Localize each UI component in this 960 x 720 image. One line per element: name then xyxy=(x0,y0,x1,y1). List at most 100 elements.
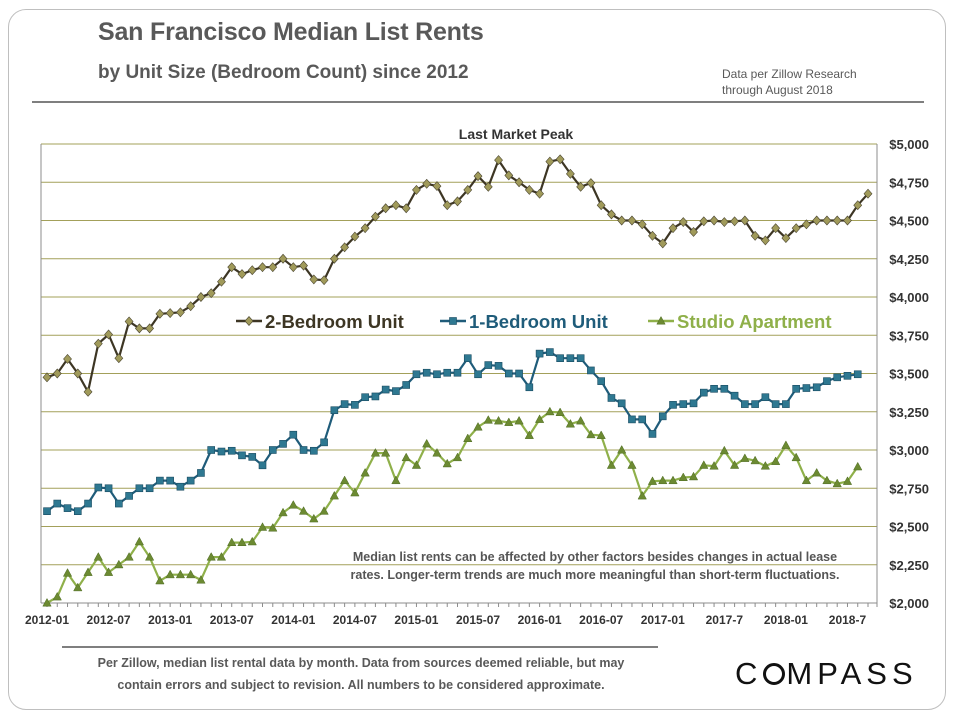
data-point xyxy=(463,433,473,442)
data-point xyxy=(802,384,811,392)
data-point xyxy=(689,227,698,237)
x-tick-label: 2014-07 xyxy=(333,613,377,627)
data-point xyxy=(339,475,350,485)
data-point xyxy=(587,366,595,375)
data-point xyxy=(627,215,637,226)
data-point xyxy=(217,447,226,456)
data-point xyxy=(740,215,750,226)
data-point xyxy=(648,430,657,438)
data-point xyxy=(699,388,708,397)
data-point xyxy=(401,203,411,214)
data-point xyxy=(843,215,852,226)
data-point xyxy=(186,476,195,485)
data-point xyxy=(258,262,267,273)
data-point xyxy=(370,448,381,457)
data-point xyxy=(248,453,257,461)
data-point xyxy=(176,307,185,318)
data-point xyxy=(566,354,575,363)
footer-divider xyxy=(62,646,658,648)
data-point xyxy=(556,354,564,363)
data-point xyxy=(617,399,626,408)
data-point xyxy=(750,230,760,241)
data-point xyxy=(247,536,257,546)
data-point xyxy=(381,385,390,394)
data-point xyxy=(319,275,329,286)
data-point xyxy=(42,597,52,607)
data-point xyxy=(449,317,457,325)
series-group xyxy=(42,154,873,607)
data-point xyxy=(473,422,483,431)
data-point xyxy=(134,323,144,334)
data-point xyxy=(52,368,62,379)
chart-frame xyxy=(8,9,946,710)
chart-title: San Francisco Median List Rents xyxy=(98,18,484,46)
data-point xyxy=(596,200,606,211)
data-point xyxy=(474,370,482,379)
data-point xyxy=(781,233,791,244)
data-point xyxy=(617,444,627,454)
data-point xyxy=(84,499,92,508)
data-point xyxy=(340,242,350,253)
data-point xyxy=(93,552,103,561)
data-point xyxy=(576,354,585,363)
data-point xyxy=(832,478,842,488)
legend-label: Studio Apartment xyxy=(677,311,832,332)
data-point xyxy=(668,223,678,234)
data-point xyxy=(514,415,524,425)
data-point xyxy=(760,461,770,470)
data-point xyxy=(535,188,545,199)
data-point xyxy=(442,200,452,211)
data-point xyxy=(432,181,442,192)
data-point xyxy=(484,361,493,369)
compass-logo: C MPASS xyxy=(735,656,918,691)
y-axis-ticks: $2,000 $2,250 $2,500 $2,750 $3,000 $3,250 $3,5… xyxy=(889,137,929,611)
data-point xyxy=(63,354,72,364)
data-point xyxy=(83,386,93,397)
data-point xyxy=(175,569,186,579)
data-point xyxy=(719,217,729,227)
data-point xyxy=(320,438,328,447)
data-point xyxy=(124,552,134,561)
data-point xyxy=(351,401,359,409)
x-tick-label: 2012-01 xyxy=(25,613,69,627)
x-tick-label: 2017-01 xyxy=(641,613,685,627)
data-point xyxy=(709,461,719,470)
data-point xyxy=(801,475,812,485)
data-point xyxy=(791,223,801,234)
data-point xyxy=(483,181,493,192)
data-point xyxy=(206,288,216,299)
data-point xyxy=(237,537,247,547)
data-point xyxy=(463,184,473,195)
data-point xyxy=(62,568,73,577)
y-tick-label: $4,500 xyxy=(889,214,929,229)
data-point xyxy=(565,418,576,428)
data-point xyxy=(433,370,441,379)
data-point xyxy=(134,536,144,546)
x-tick-label: 2014-01 xyxy=(271,613,315,627)
data-point xyxy=(115,499,123,508)
data-point xyxy=(52,591,62,601)
data-point xyxy=(370,211,380,222)
data-point xyxy=(656,315,666,325)
data-point xyxy=(689,399,698,408)
data-point xyxy=(244,316,254,326)
series-line xyxy=(46,158,869,393)
data-point xyxy=(257,522,268,531)
source-line-1: Data per Zillow Research xyxy=(722,67,857,81)
data-point xyxy=(842,476,853,485)
data-point xyxy=(268,262,278,273)
data-point xyxy=(299,260,308,271)
data-point xyxy=(165,308,175,319)
data-point xyxy=(812,467,822,477)
data-point xyxy=(822,215,832,226)
data-source-note: Data per Zillow Research through August … xyxy=(722,66,857,98)
data-point xyxy=(576,415,586,425)
data-point xyxy=(391,475,401,485)
data-point xyxy=(207,446,215,454)
data-point xyxy=(114,353,124,364)
x-tick-label: 2013-07 xyxy=(210,613,254,627)
data-point xyxy=(525,383,534,392)
data-point xyxy=(627,460,637,469)
gridlines xyxy=(40,143,878,607)
data-point xyxy=(340,400,349,408)
